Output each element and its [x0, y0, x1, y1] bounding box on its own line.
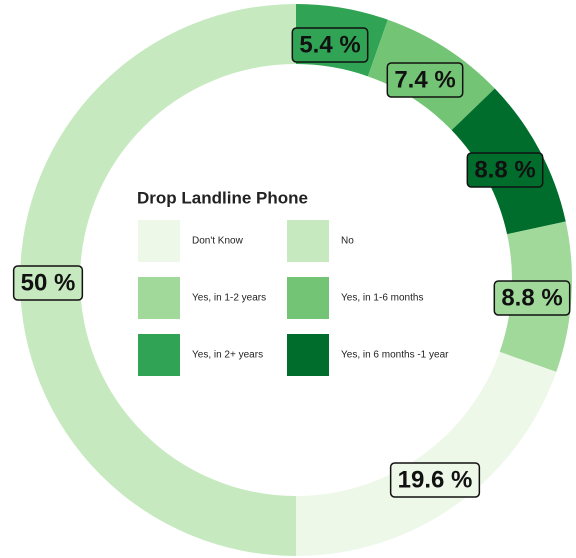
- donut-segment: [20, 4, 296, 556]
- value-label-box: [389, 462, 481, 498]
- legend-swatch: [287, 334, 329, 376]
- value-label-box: [466, 152, 544, 188]
- legend-swatch: [287, 220, 329, 262]
- legend-label: Yes, in 1-2 years: [192, 293, 266, 304]
- legend-swatch: [138, 220, 180, 262]
- legend-swatch: [138, 334, 180, 376]
- value-label-box: [386, 62, 464, 98]
- value-label: 8.8 %: [501, 284, 562, 311]
- legend-label: No: [341, 236, 354, 247]
- legend-label: Yes, in 2+ years: [192, 350, 263, 361]
- value-label-box: [291, 27, 369, 63]
- legend: Don't Know No Yes, in 1-2 years Yes, in 1-6…: [138, 220, 449, 376]
- value-label: 8.8 %: [474, 156, 535, 183]
- value-label: 7.4 %: [394, 66, 455, 93]
- value-labels: 5.4 % 7.4 % 8.8 % 8.8 % 19.6 % 50 %: [12, 27, 571, 498]
- legend-label: Yes, in 6 months -1 year: [341, 350, 449, 361]
- value-label: 5.4 %: [299, 31, 360, 58]
- legend-swatch: [287, 277, 329, 319]
- legend-label: Don't Know: [192, 236, 244, 247]
- value-label-box: [493, 280, 571, 316]
- legend-label: Yes, in 1-6 months: [341, 293, 423, 304]
- legend-title: Drop Landline Phone: [137, 188, 308, 207]
- ring: [20, 4, 573, 556]
- legend-swatch: [138, 277, 180, 319]
- value-label-box: [12, 265, 84, 301]
- value-label: 19.6 %: [398, 466, 473, 493]
- donut-segment: [296, 351, 557, 556]
- value-label: 50 %: [21, 269, 76, 296]
